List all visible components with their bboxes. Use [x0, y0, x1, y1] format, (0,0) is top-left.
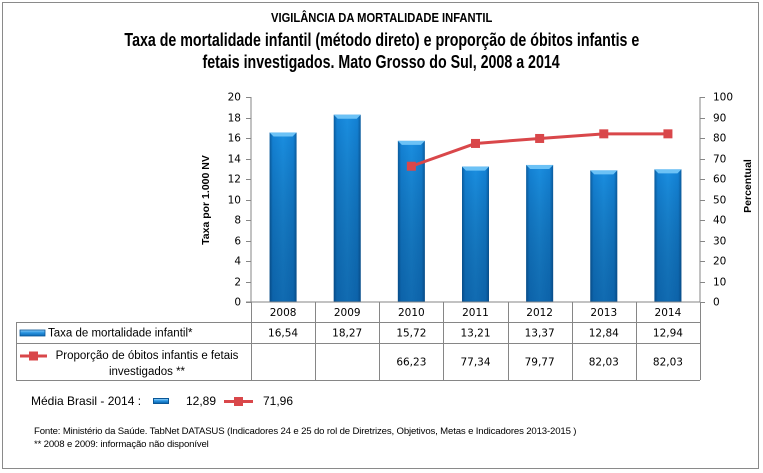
- y-axis-right-title: Percentual: [742, 159, 754, 213]
- y-right-tick-label: 100: [713, 92, 733, 104]
- table-legend-bar-icon: [19, 329, 46, 337]
- bar-shade: [333, 114, 361, 302]
- y-left-tick-label: 16: [228, 133, 242, 145]
- table-legend-line-marker-icon: [29, 351, 38, 361]
- bar-shade: [462, 166, 489, 302]
- table-cell-rate: 18,27: [332, 328, 362, 340]
- bar-2011: [462, 166, 489, 302]
- bar-2014: [654, 169, 682, 302]
- y-right-tick-label: 80: [713, 133, 726, 145]
- line-legend-icon: [224, 397, 253, 406]
- bar-bevel: [397, 140, 425, 145]
- table-cell-rate: 12,84: [589, 328, 619, 340]
- bar-2010: [397, 140, 425, 302]
- bar-bevel: [333, 114, 361, 119]
- chart-kicker: VIGILÂNCIA DA MORTALIDADE INFANTIL: [0, 10, 763, 25]
- x-tick-label: 2013: [590, 307, 617, 319]
- y-right-tick-label: 90: [713, 113, 726, 125]
- line-marker-2012: [535, 133, 545, 143]
- line-marker-2014: [663, 129, 673, 139]
- footer-source: Fonte: Ministério da Saúde. TabNet DATAS…: [34, 426, 577, 437]
- y-axis-left-title: Taxa por 1.000 NV: [200, 155, 212, 245]
- brazil-average-label: Média Brasil - 2014 :: [31, 394, 142, 408]
- bar-shade: [654, 169, 682, 302]
- bar-bevel: [590, 170, 618, 175]
- table-cell-proportion: 66,23: [396, 357, 426, 369]
- footer-note: ** 2008 e 2009: informação não disponíve…: [34, 439, 209, 450]
- kicker-text: VIGILÂNCIA DA MORTALIDADE INFANTIL: [270, 10, 493, 25]
- bar-shade: [590, 170, 618, 302]
- y-left-tick-label: 12: [228, 174, 241, 186]
- table-legend-rate-label: Taxa de mortalidade infantil*: [48, 328, 193, 340]
- line-marker-2010: [406, 161, 416, 171]
- x-tick-label: 2011: [462, 307, 489, 319]
- x-tick-label: 2009: [334, 307, 361, 319]
- brazil-average-rate-value: 12,89: [186, 394, 217, 408]
- bar-shade: [269, 132, 297, 302]
- y-left-tick-label: 8: [234, 215, 241, 227]
- y-left-tick-label: 20: [228, 92, 241, 104]
- y-right-tick-label: 50: [713, 195, 726, 207]
- bar-bevel: [462, 166, 489, 171]
- table-cell-proportion: 79,77: [525, 357, 555, 369]
- x-tick-label: 2010: [398, 307, 425, 319]
- y-right-tick-label: 40: [713, 215, 726, 227]
- table-cell-proportion: 82,03: [653, 357, 683, 369]
- x-tick-label: 2012: [526, 307, 553, 319]
- table-legend-proportion-label-1: Proporção de óbitos infantis e fetais: [56, 350, 239, 362]
- y-left-tick-label: 4: [234, 256, 241, 268]
- table-cell-proportion: 82,03: [589, 357, 619, 369]
- x-tick-label: 2014: [655, 307, 682, 319]
- chart-frame: [2, 2, 759, 469]
- bar-2012: [526, 164, 554, 302]
- title-text-2: fetais investigados. Mato Grosso do Sul,…: [202, 52, 561, 72]
- bar-2013: [590, 170, 618, 302]
- y-right-tick-label: 20: [713, 256, 726, 268]
- y-right-tick-label: 10: [713, 277, 726, 289]
- bar-bevel: [654, 169, 682, 174]
- bar-series: [269, 114, 682, 302]
- table-cell-rate: 15,72: [396, 328, 426, 340]
- table-legend-proportion-label-2: investigados **: [109, 366, 186, 378]
- table-cell-proportion: 77,34: [460, 357, 490, 369]
- table-cell-rate: 12,94: [653, 328, 683, 340]
- y-right-tick-label: 60: [713, 174, 726, 186]
- line-series: [406, 129, 673, 171]
- table-cell-rate: 16,54: [268, 328, 298, 340]
- y-left-tick-label: 18: [228, 113, 241, 125]
- chart-title-line-2: fetais investigados. Mato Grosso do Sul,…: [0, 52, 763, 73]
- table-cell-rate: 13,37: [525, 328, 555, 340]
- table-cell-rate: 13,21: [460, 328, 490, 340]
- y-left-tick-label: 2: [234, 277, 241, 289]
- y-right-tick-label: 30: [713, 236, 726, 248]
- bar-bevel: [526, 164, 554, 169]
- chart-title-line-1: Taxa de mortalidade infantil (método dir…: [0, 30, 763, 51]
- y-right-tick-label: 0: [713, 297, 720, 309]
- y-right-tick-label: 70: [713, 154, 726, 166]
- data-table: 2008 16,54 2009 18,27 2010 15,72 66,23 2011 13,2…: [16, 302, 701, 381]
- y-left-tick-label: 6: [234, 236, 241, 248]
- brazil-average-proportion-value: 71,96: [263, 394, 294, 408]
- y-left-tick-label: 10: [228, 195, 241, 207]
- title-text-1: Taxa de mortalidade infantil (método dir…: [124, 30, 639, 50]
- bar-legend-icon: [153, 398, 169, 404]
- axes: 0 2 4 6 8 10 12 14 16 18 20 0 10 20 30 40 50 60 70 80 90 100: [228, 92, 733, 309]
- line-marker-2013: [599, 129, 609, 139]
- bar-shade: [526, 164, 554, 302]
- x-tick-label: 2008: [270, 307, 297, 319]
- bar-2009: [333, 114, 361, 302]
- line-marker-2011: [471, 138, 480, 148]
- bar-bevel: [269, 132, 297, 137]
- bar-2008: [269, 132, 297, 302]
- y-left-tick-label: 14: [228, 154, 242, 166]
- y-left-tick-label: 0: [234, 297, 241, 309]
